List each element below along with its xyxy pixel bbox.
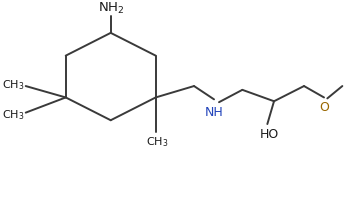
Text: CH$_3$: CH$_3$ (146, 135, 169, 149)
Text: CH$_3$: CH$_3$ (1, 78, 24, 92)
Text: HO: HO (259, 127, 279, 140)
Text: NH$_2$: NH$_2$ (97, 1, 124, 16)
Text: O: O (319, 101, 329, 114)
Text: CH$_3$: CH$_3$ (1, 108, 24, 122)
Text: NH: NH (205, 106, 223, 118)
